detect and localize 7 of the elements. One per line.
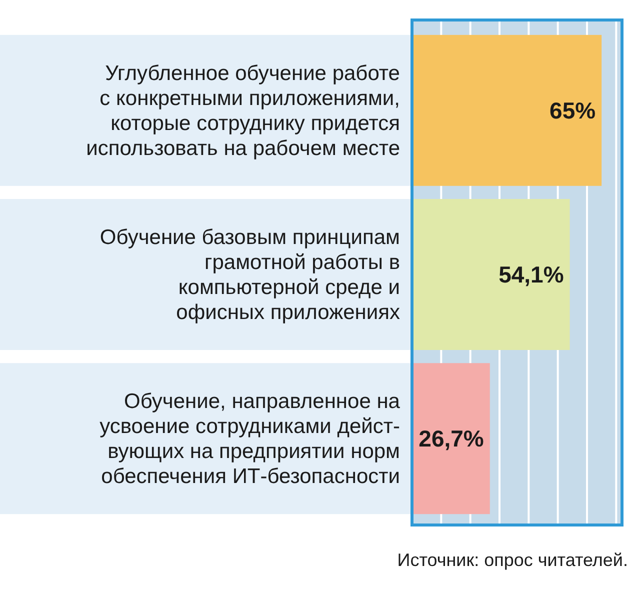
y-tick-label: Углубленное обучение работе с конкретными приложениями, которые сотруднику придется использовать на рабочем месте [86, 62, 400, 160]
data-label: 26,7% [418, 426, 484, 452]
data-label: 54,1% [498, 262, 564, 288]
y-tick-label: Обучение базовым принципам грамотной работы в компьютерной среде и офисных приложениях [100, 226, 400, 324]
data-label: 65% [550, 97, 596, 124]
text: Источник: опрос читателей. [397, 550, 628, 570]
y-tick-label: Обучение, направленное на усвоение сотрудниками дейст- вующих на предприятии норм обеспечения ИТ-безопасности [100, 390, 400, 488]
